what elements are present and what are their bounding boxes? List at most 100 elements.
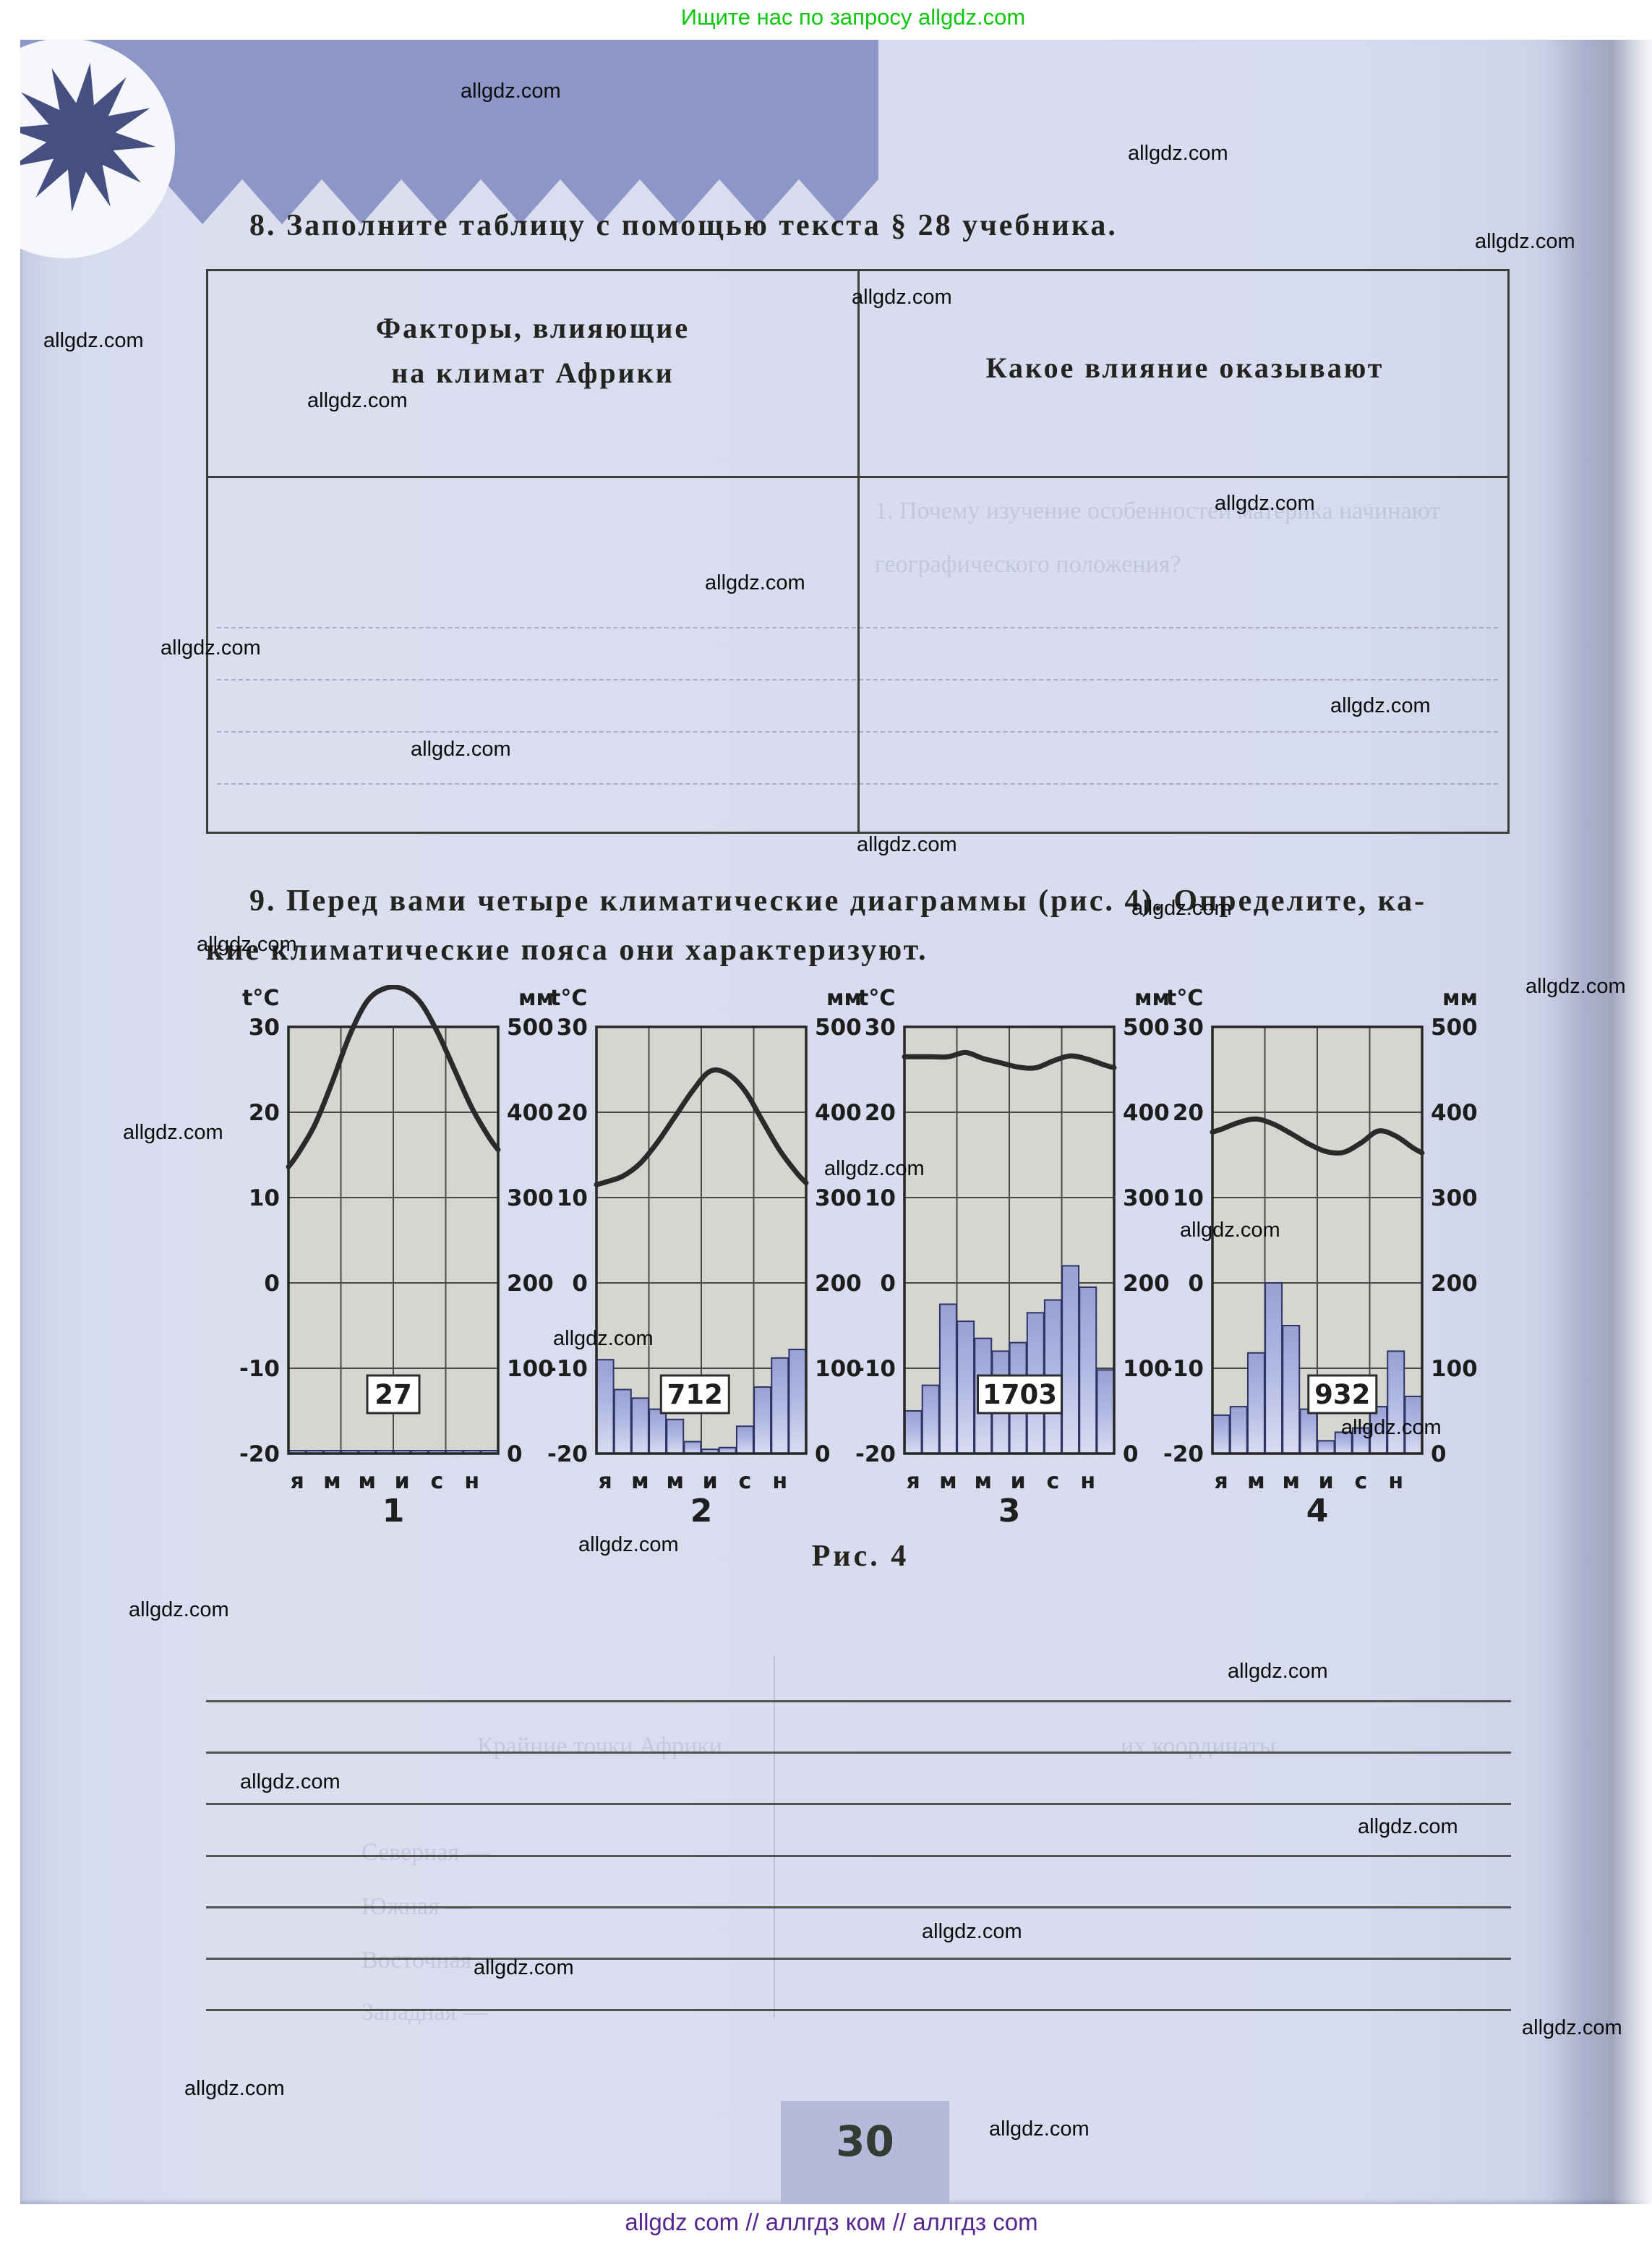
- svg-text:-20: -20: [239, 1441, 280, 1467]
- svg-text:-20: -20: [1163, 1441, 1204, 1467]
- svg-text:с: с: [1355, 1469, 1368, 1494]
- watermark: allgdz.com: [197, 933, 297, 956]
- svg-text:1703: 1703: [983, 1379, 1057, 1410]
- svg-text:0: 0: [880, 1271, 896, 1297]
- svg-text:t°C: t°C: [242, 986, 279, 1011]
- svg-text:4: 4: [1306, 1493, 1329, 1526]
- watermark: allgdz.com: [1525, 975, 1626, 998]
- svg-text:н: н: [772, 1469, 787, 1494]
- answer-line: [206, 2009, 1511, 2011]
- header-band: [20, 40, 878, 224]
- svg-text:300: 300: [815, 1185, 862, 1211]
- svg-text:я: я: [1214, 1469, 1228, 1494]
- watermark: allgdz.com: [1358, 1815, 1458, 1838]
- star-emblem: [20, 40, 324, 351]
- svg-text:400: 400: [815, 1100, 862, 1126]
- svg-text:мм: мм: [1134, 986, 1170, 1011]
- svg-text:200: 200: [815, 1271, 862, 1297]
- watermark: allgdz.com: [307, 389, 408, 412]
- col1-header-line2: на климат Африки: [391, 357, 675, 389]
- svg-text:10: 10: [1173, 1185, 1204, 1211]
- watermark: allgdz.com: [411, 738, 511, 761]
- svg-text:t°C: t°C: [858, 986, 895, 1011]
- bleedthrough-text: их координаты: [1121, 1733, 1276, 1759]
- svg-text:и: и: [703, 1469, 718, 1494]
- svg-text:-10: -10: [855, 1356, 896, 1382]
- table-header-rule: [208, 476, 1507, 478]
- watermark: allgdz.com: [553, 1327, 654, 1350]
- svg-text:30: 30: [865, 1015, 896, 1041]
- svg-text:t°C: t°C: [550, 986, 587, 1011]
- watermark: allgdz.com: [1475, 230, 1575, 253]
- promo-search-line: Ищите нас по запросу allgdz.com: [680, 4, 1026, 30]
- svg-text:0: 0: [1188, 1271, 1204, 1297]
- svg-text:с: с: [1047, 1469, 1060, 1494]
- watermark: allgdz.com: [1228, 1660, 1328, 1683]
- table-col1-header: Факторы, влияющие на климат Африки: [208, 306, 857, 396]
- watermark: allgdz.com: [161, 636, 261, 660]
- svg-text:м: м: [666, 1469, 684, 1494]
- watermark: allgdz.com: [184, 2077, 285, 2100]
- watermark: allgdz.com: [43, 329, 144, 352]
- svg-text:1: 1: [382, 1493, 405, 1526]
- svg-text:712: 712: [667, 1379, 723, 1410]
- svg-text:я: я: [290, 1469, 304, 1494]
- answer-line: [206, 1700, 1511, 1702]
- task8-table: Факторы, влияющие на климат Африки Какое…: [206, 269, 1510, 834]
- bleedthrough-text: Западная —: [361, 1999, 487, 2026]
- svg-text:2: 2: [690, 1493, 713, 1526]
- svg-text:200: 200: [1431, 1271, 1478, 1297]
- svg-text:30: 30: [1173, 1015, 1204, 1041]
- svg-text:0: 0: [507, 1441, 523, 1467]
- watermark: allgdz.com: [123, 1121, 223, 1144]
- watermark: allgdz.com: [578, 1533, 679, 1556]
- svg-text:м: м: [1247, 1469, 1265, 1494]
- svg-text:932: 932: [1314, 1379, 1370, 1410]
- svg-text:м: м: [323, 1469, 341, 1494]
- task8-title: 8. Заполните таблицу с помощью текста § …: [249, 209, 1118, 242]
- watermark: allgdz.com: [1215, 492, 1315, 515]
- svg-text:м: м: [939, 1469, 957, 1494]
- watermark: allgdz.com: [1522, 2016, 1622, 2039]
- svg-text:мм: мм: [518, 986, 554, 1011]
- svg-text:я: я: [598, 1469, 612, 1494]
- svg-text:200: 200: [507, 1271, 554, 1297]
- watermark: allgdz.com: [240, 1770, 341, 1793]
- watermark: allgdz.com: [1128, 142, 1228, 165]
- svg-text:t°C: t°C: [1166, 986, 1203, 1011]
- watermark: allgdz.com: [852, 286, 952, 309]
- svg-text:100: 100: [1431, 1356, 1478, 1382]
- svg-text:0: 0: [1123, 1441, 1139, 1467]
- svg-text:300: 300: [507, 1185, 554, 1211]
- svg-text:и: и: [1319, 1469, 1334, 1494]
- svg-text:с: с: [431, 1469, 444, 1494]
- svg-text:н: н: [464, 1469, 479, 1494]
- svg-text:м: м: [631, 1469, 649, 1494]
- bleedthrough-text: Северная —: [361, 1839, 490, 1866]
- svg-text:с: с: [739, 1469, 752, 1494]
- watermark: allgdz.com: [922, 1920, 1022, 1943]
- svg-text:500: 500: [1431, 1015, 1478, 1041]
- footer-watermark-line: allgdz com // аллгдз ком // аллгдз com: [625, 2209, 1038, 2235]
- watermark: allgdz.com: [474, 1956, 574, 1979]
- bleedthrough-text: Крайние точки Африки: [477, 1733, 722, 1759]
- answer-line: [206, 1855, 1511, 1857]
- svg-text:м: м: [358, 1469, 376, 1494]
- svg-text:300: 300: [1123, 1185, 1170, 1211]
- svg-text:10: 10: [249, 1185, 280, 1211]
- svg-text:400: 400: [1123, 1100, 1170, 1126]
- watermark: allgdz.com: [1341, 1416, 1442, 1439]
- svg-text:500: 500: [815, 1015, 862, 1041]
- task9-line2: кие климатические пояса они характеризую…: [206, 934, 928, 967]
- watermark: allgdz.com: [461, 80, 561, 103]
- bleedthrough-text: Восточная —: [361, 1947, 502, 1974]
- svg-text:20: 20: [249, 1100, 280, 1126]
- svg-text:0: 0: [572, 1271, 588, 1297]
- watermark: allgdz.com: [705, 571, 805, 594]
- answer-line: [206, 1906, 1511, 1908]
- svg-text:20: 20: [865, 1100, 896, 1126]
- svg-text:20: 20: [557, 1100, 588, 1126]
- svg-text:300: 300: [1431, 1185, 1478, 1211]
- svg-text:-20: -20: [855, 1441, 896, 1467]
